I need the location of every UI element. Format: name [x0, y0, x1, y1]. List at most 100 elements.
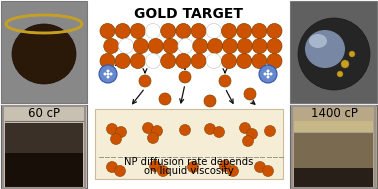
Circle shape	[252, 53, 267, 68]
Bar	[290, 105, 377, 188]
Circle shape	[240, 122, 251, 133]
Text: on liquid viscosity: on liquid viscosity	[144, 166, 234, 176]
Circle shape	[270, 73, 273, 75]
Circle shape	[163, 39, 178, 53]
Circle shape	[107, 161, 118, 173]
Circle shape	[208, 39, 223, 53]
Circle shape	[349, 51, 355, 57]
Circle shape	[152, 125, 163, 136]
Bar	[5, 123, 83, 153]
Text: 1400 cP: 1400 cP	[311, 107, 358, 120]
Circle shape	[222, 53, 237, 68]
Circle shape	[263, 73, 266, 75]
Circle shape	[176, 23, 191, 39]
Circle shape	[159, 93, 171, 105]
Bar	[294, 133, 373, 168]
Circle shape	[146, 23, 161, 39]
Bar	[290, 1, 377, 103]
Circle shape	[150, 160, 161, 171]
Circle shape	[110, 133, 121, 145]
Text: NP diffusion rate depends: NP diffusion rate depends	[124, 157, 254, 167]
Circle shape	[191, 23, 206, 39]
Circle shape	[341, 60, 349, 68]
Ellipse shape	[12, 24, 76, 84]
Bar	[1, 105, 87, 188]
Circle shape	[107, 123, 118, 135]
Circle shape	[204, 95, 216, 107]
Bar	[95, 109, 283, 179]
Circle shape	[267, 39, 282, 53]
Circle shape	[147, 132, 158, 143]
Circle shape	[237, 53, 252, 68]
Circle shape	[266, 73, 270, 75]
Circle shape	[252, 23, 267, 39]
Circle shape	[161, 23, 176, 39]
Circle shape	[220, 160, 231, 171]
Circle shape	[266, 75, 270, 78]
Circle shape	[222, 23, 237, 39]
Ellipse shape	[309, 34, 327, 48]
Circle shape	[104, 39, 119, 53]
Circle shape	[107, 75, 110, 78]
Bar	[3, 106, 85, 188]
Circle shape	[254, 161, 265, 173]
Circle shape	[148, 39, 163, 53]
Circle shape	[191, 53, 206, 68]
Circle shape	[267, 53, 282, 68]
Circle shape	[130, 23, 146, 39]
Circle shape	[130, 53, 146, 68]
Circle shape	[119, 39, 133, 53]
Circle shape	[158, 166, 169, 177]
Circle shape	[110, 73, 113, 75]
Ellipse shape	[298, 18, 370, 90]
Circle shape	[115, 166, 125, 177]
Circle shape	[146, 53, 161, 68]
Circle shape	[180, 125, 191, 136]
Circle shape	[219, 75, 231, 87]
Circle shape	[237, 39, 253, 53]
Circle shape	[176, 53, 191, 68]
Bar	[292, 106, 375, 188]
Circle shape	[179, 71, 191, 83]
Circle shape	[244, 88, 256, 100]
Circle shape	[337, 71, 343, 77]
Circle shape	[139, 75, 151, 87]
Circle shape	[107, 70, 110, 73]
Circle shape	[243, 136, 254, 146]
Circle shape	[178, 39, 193, 53]
Circle shape	[259, 65, 277, 83]
Circle shape	[262, 166, 274, 177]
Circle shape	[100, 53, 115, 68]
Circle shape	[187, 161, 198, 173]
Circle shape	[116, 126, 127, 138]
Circle shape	[133, 39, 149, 53]
Circle shape	[206, 23, 221, 39]
Text: GOLD TARGET: GOLD TARGET	[135, 7, 243, 21]
Circle shape	[246, 129, 257, 139]
Circle shape	[223, 39, 237, 53]
Circle shape	[267, 23, 282, 39]
Circle shape	[193, 39, 208, 53]
Circle shape	[228, 166, 239, 177]
Circle shape	[104, 73, 107, 75]
Circle shape	[100, 23, 115, 39]
Text: 60 cP: 60 cP	[28, 107, 60, 120]
Circle shape	[161, 53, 176, 68]
Circle shape	[214, 126, 225, 138]
Bar	[294, 168, 373, 188]
Circle shape	[204, 123, 215, 135]
Circle shape	[115, 53, 130, 68]
Circle shape	[99, 65, 117, 83]
Bar	[1, 1, 87, 103]
Circle shape	[143, 122, 153, 133]
Circle shape	[252, 39, 267, 53]
Circle shape	[237, 23, 252, 39]
Circle shape	[107, 73, 110, 75]
Bar	[5, 153, 83, 188]
Ellipse shape	[305, 30, 345, 68]
Circle shape	[265, 125, 276, 136]
Circle shape	[266, 70, 270, 73]
Circle shape	[206, 53, 221, 68]
Bar	[294, 121, 373, 133]
Circle shape	[115, 23, 130, 39]
